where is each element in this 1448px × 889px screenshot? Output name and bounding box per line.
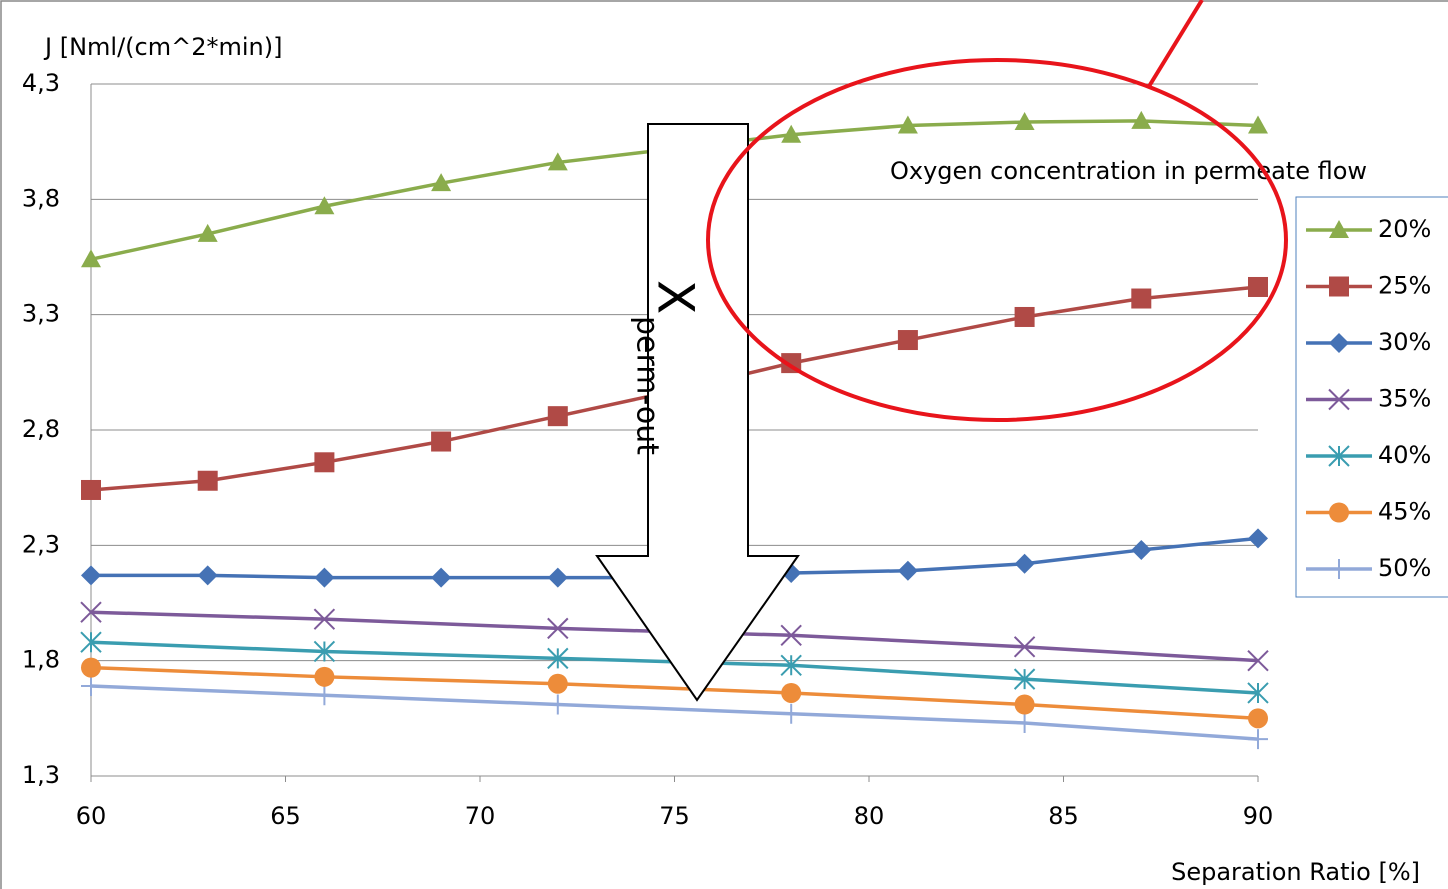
marker <box>547 694 568 715</box>
y-tick-label: 2,3 <box>22 530 60 558</box>
x-tick-label: 90 <box>1243 802 1274 830</box>
marker <box>1247 649 1269 672</box>
y-tick-label: 3,3 <box>22 300 60 328</box>
legend-label: 35% <box>1378 385 1431 413</box>
marker <box>81 676 101 697</box>
marker <box>1014 712 1035 733</box>
marker <box>780 624 802 647</box>
marker <box>314 685 335 706</box>
marker <box>197 470 218 491</box>
marker <box>547 673 568 694</box>
legend-title: Oxygen concentration in permeate flow <box>890 157 1367 185</box>
marker <box>780 654 802 676</box>
y-tick-label: 4,3 <box>22 69 60 97</box>
marker <box>314 196 335 215</box>
legend: 20% 25% 30% 35% 40% 45% 50% <box>1306 215 1431 582</box>
marker <box>1248 115 1268 134</box>
marker <box>1329 559 1349 579</box>
arrow-label: X perm-out <box>630 280 705 455</box>
marker <box>781 682 802 703</box>
legend-label: 30% <box>1378 328 1431 356</box>
series-line <box>90 665 1259 721</box>
legend-label: 20% <box>1378 215 1431 243</box>
marker <box>1131 539 1152 560</box>
marker <box>547 647 569 670</box>
x-axis-label: Separation Ratio [%] <box>1171 858 1420 886</box>
marker <box>314 567 335 588</box>
marker <box>197 223 218 242</box>
marker <box>781 124 802 143</box>
legend-label: 25% <box>1378 272 1431 300</box>
x-tick-label: 65 <box>270 802 301 830</box>
marker <box>897 115 918 134</box>
marker <box>1013 668 1036 690</box>
marker <box>547 152 568 171</box>
marker <box>314 666 335 687</box>
marker <box>81 657 101 678</box>
x-tick-label: 70 <box>465 802 496 830</box>
marker <box>313 640 336 663</box>
marker <box>1328 388 1350 411</box>
marker <box>897 330 918 351</box>
x-tick-label: 60 <box>76 802 107 830</box>
marker <box>547 567 568 588</box>
arrow <box>595 123 800 702</box>
marker <box>1014 694 1035 715</box>
legend-label: 40% <box>1378 441 1431 469</box>
legend-label: 50% <box>1378 554 1431 582</box>
marker <box>431 173 452 192</box>
series-line <box>90 684 1259 741</box>
marker <box>547 406 568 427</box>
annotation-sub: perm-out <box>630 316 665 455</box>
marker <box>1247 682 1269 704</box>
marker <box>1248 729 1268 750</box>
series <box>81 676 1268 750</box>
marker <box>80 631 102 653</box>
marker <box>81 565 101 586</box>
marker <box>1328 445 1350 467</box>
marker <box>431 567 452 588</box>
marker <box>781 703 802 724</box>
marker <box>897 560 918 581</box>
marker <box>1248 708 1268 729</box>
series <box>81 657 1268 729</box>
x-tick-label: 85 <box>1048 802 1079 830</box>
marker <box>197 565 218 586</box>
marker <box>1131 110 1152 129</box>
marker <box>1329 502 1349 523</box>
pointer-line <box>1146 0 1204 90</box>
y-tick-label: 1,3 <box>22 761 60 789</box>
legend-label: 45% <box>1378 498 1431 526</box>
marker <box>547 617 569 640</box>
marker <box>1248 276 1268 297</box>
marker <box>1248 528 1268 549</box>
x-tick-label: 75 <box>659 802 690 830</box>
y-tick-label: 3,8 <box>22 184 60 212</box>
marker <box>1014 553 1035 574</box>
marker <box>1131 288 1152 309</box>
marker <box>80 601 102 623</box>
marker <box>1014 112 1035 131</box>
highlight-ellipse <box>706 58 1288 422</box>
marker <box>314 452 335 473</box>
y-axis-label: J [Nml/(cm^2*min)] <box>43 33 282 61</box>
marker <box>1329 276 1349 297</box>
marker <box>81 479 101 500</box>
arrow-annotation: X perm-out <box>595 123 800 702</box>
marker <box>81 249 101 268</box>
marker <box>1329 220 1349 238</box>
marker <box>1014 306 1035 327</box>
marker <box>313 608 336 630</box>
y-tick-label: 2,8 <box>22 415 60 443</box>
annotation-main: X <box>647 280 705 314</box>
marker <box>1329 333 1349 353</box>
marker <box>1013 636 1036 658</box>
y-tick-label: 1,8 <box>22 646 60 674</box>
marker <box>431 431 452 452</box>
x-tick-label: 80 <box>854 802 885 830</box>
legend-box <box>1295 196 1448 598</box>
